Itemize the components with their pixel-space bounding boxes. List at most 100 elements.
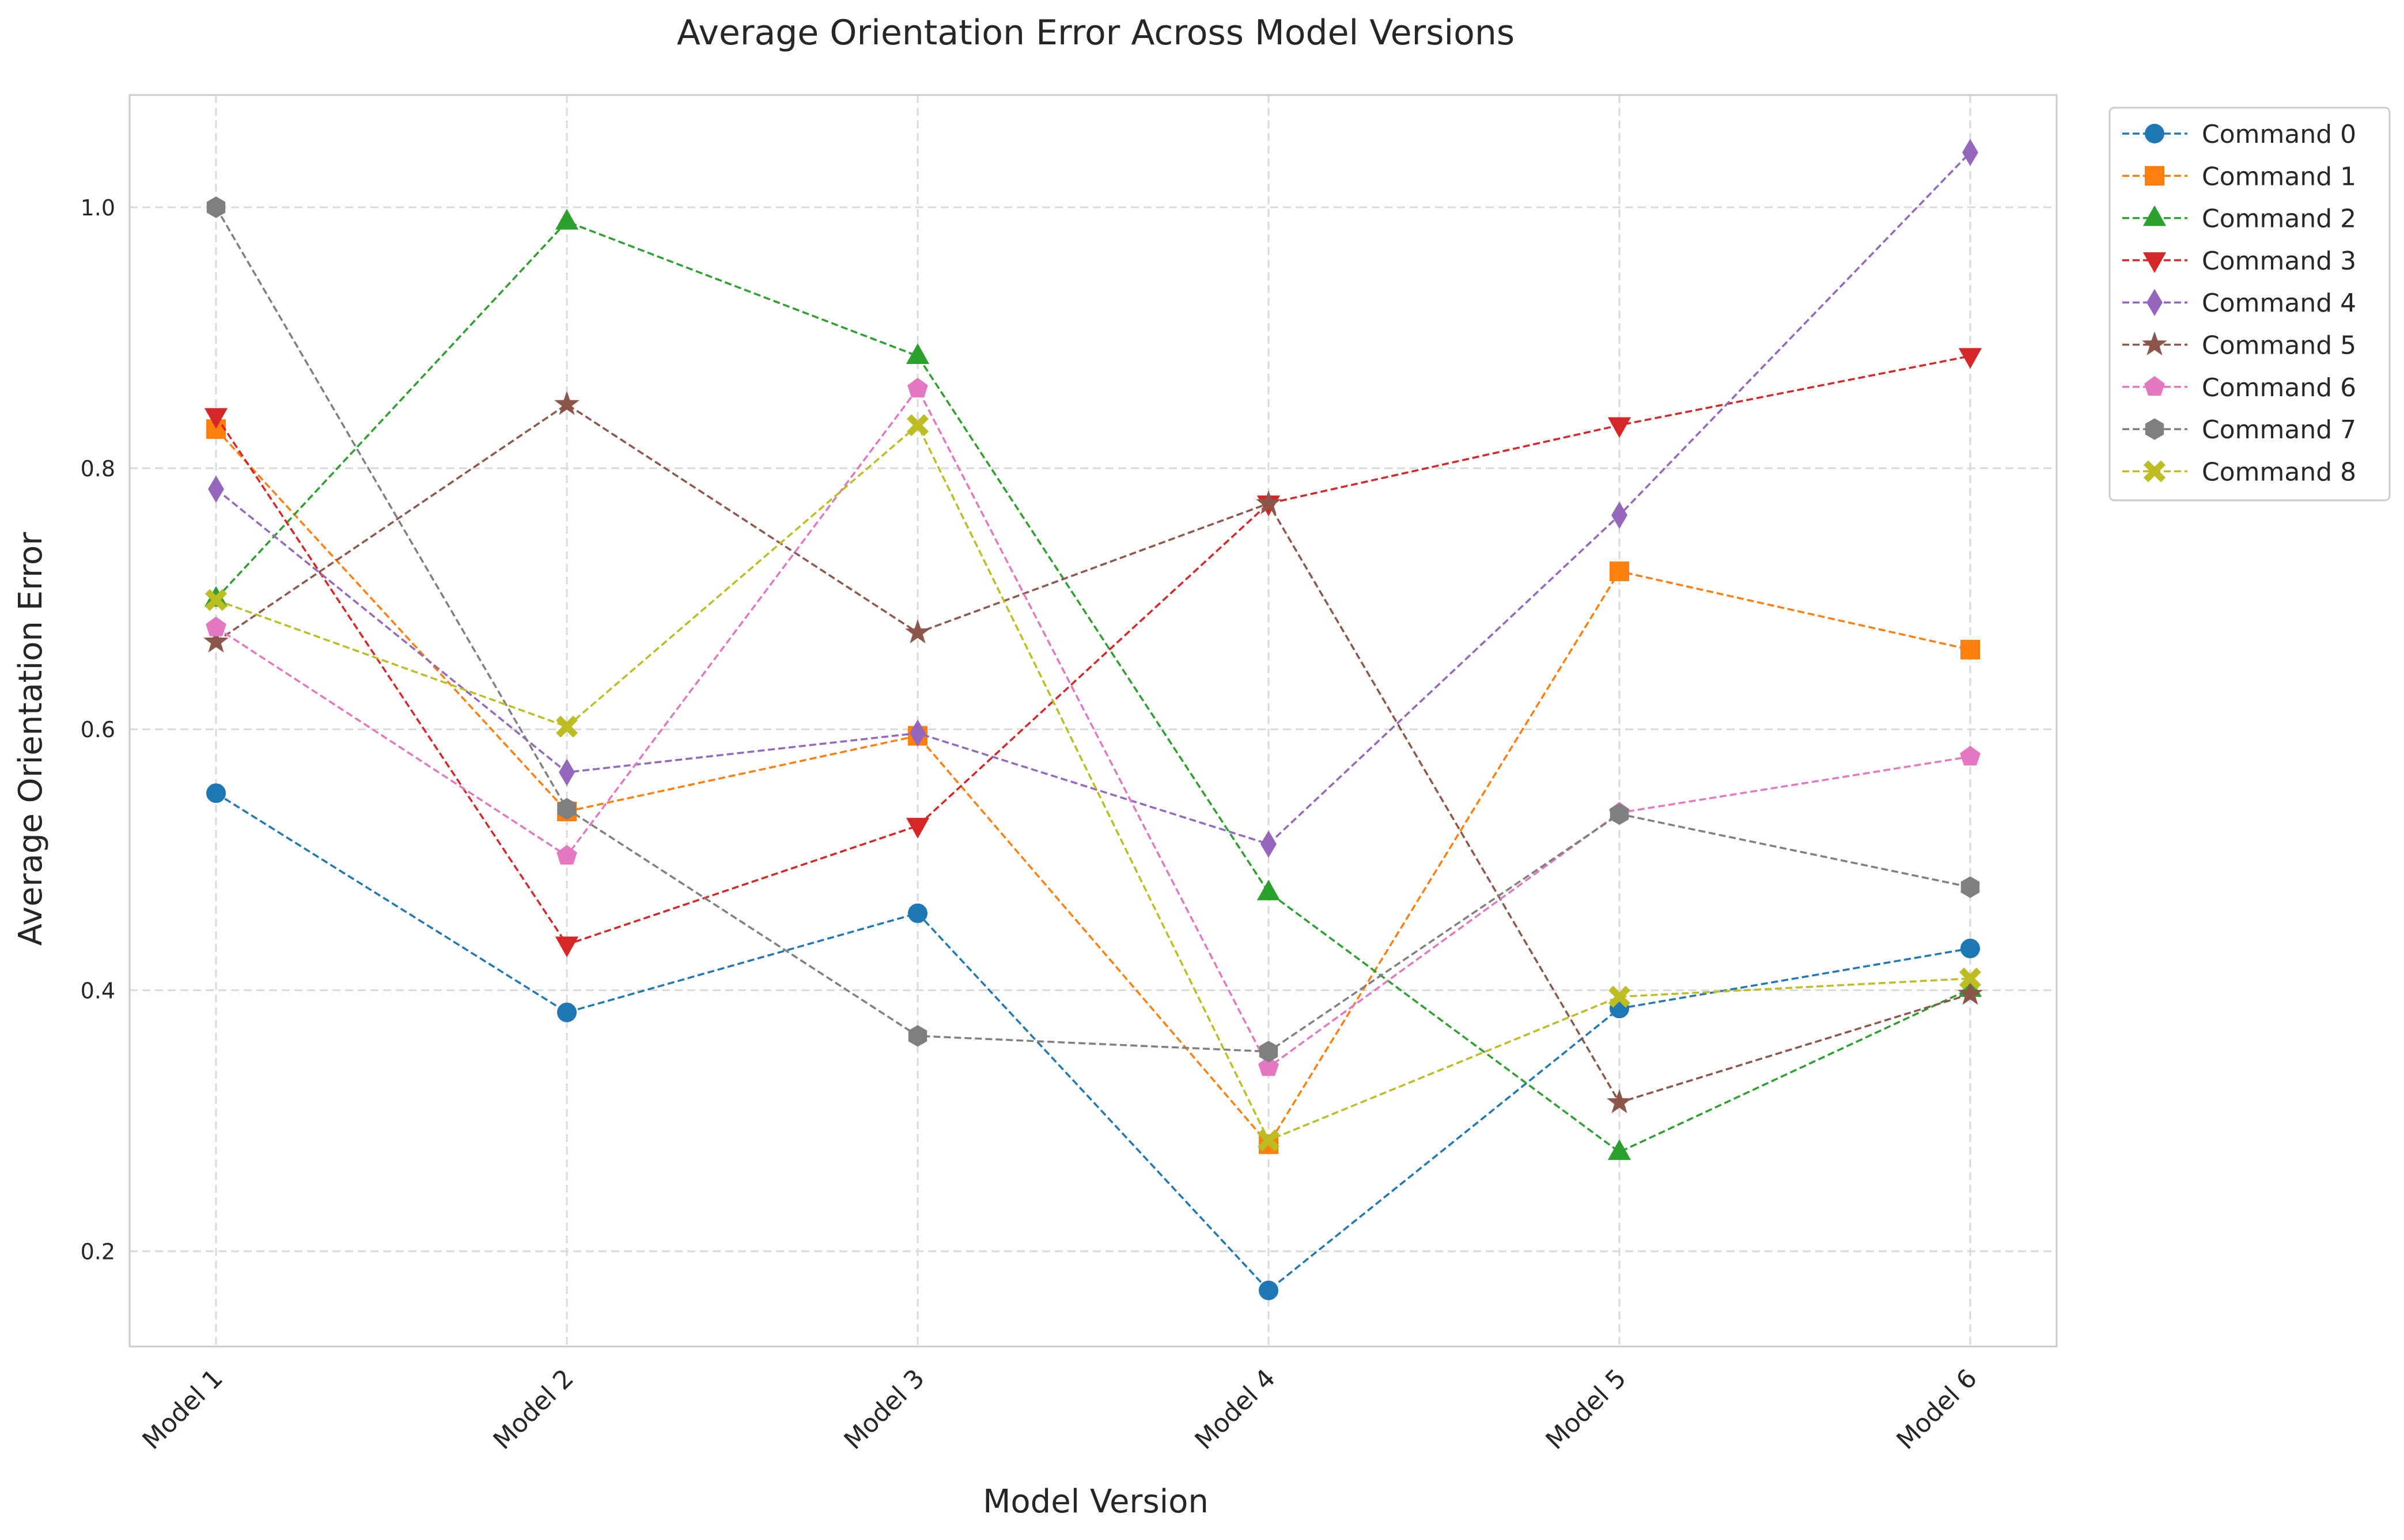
series-line — [215, 220, 1971, 1154]
data-point — [1258, 1056, 1279, 1076]
legend-item: Command 5 — [2122, 331, 2356, 361]
legend-item: Command 8 — [2122, 457, 2356, 487]
data-point — [204, 408, 228, 429]
legend-item: Command 0 — [2122, 120, 2356, 149]
data-point — [1958, 348, 1982, 369]
data-point — [905, 619, 930, 644]
series-line — [215, 792, 1971, 1292]
legend: Command 0 Command 1 Command 2 Command 3 Comm… — [2108, 107, 2391, 502]
series-line — [215, 403, 1971, 1104]
data-point — [906, 343, 930, 364]
data-point — [557, 1002, 577, 1022]
data-point — [907, 377, 928, 398]
legend-item: Command 2 — [2122, 204, 2356, 234]
legend-item: Command 7 — [2122, 415, 2356, 445]
data-point — [206, 196, 226, 218]
x-axis-label: Model Version — [983, 1483, 1209, 1520]
legend-label: Command 4 — [2202, 289, 2356, 318]
legend-marker — [2142, 252, 2167, 273]
legend-item: Command 6 — [2122, 373, 2356, 403]
data-point — [1962, 139, 1978, 166]
series-line — [215, 428, 1971, 1146]
series-line — [215, 151, 1971, 845]
legend-marker — [2146, 289, 2163, 316]
series-line — [215, 207, 1971, 1053]
legend-label: Command 6 — [2202, 373, 2356, 403]
data-point — [1959, 967, 1982, 990]
legend-marker — [2145, 166, 2164, 186]
chart-title: Average Orientation Error Across Model V… — [677, 13, 1515, 53]
data-point — [1607, 1089, 1632, 1113]
legend-label: Command 7 — [2202, 415, 2356, 445]
series-7 — [206, 196, 1980, 1063]
data-point — [556, 845, 577, 865]
data-point — [1958, 981, 1983, 1005]
data-point — [1256, 490, 1281, 514]
data-point — [559, 758, 575, 786]
legend-label: Command 8 — [2202, 457, 2356, 487]
data-point — [906, 414, 929, 437]
legend-marker — [2142, 331, 2167, 356]
legend-marker — [2142, 205, 2167, 226]
data-point — [555, 936, 579, 958]
data-point — [555, 208, 579, 230]
plot-frame — [128, 94, 2058, 1348]
data-point — [910, 719, 926, 747]
data-point — [208, 475, 224, 503]
data-point — [1256, 879, 1281, 901]
data-point — [554, 390, 580, 415]
legend-label: Command 1 — [2202, 162, 2356, 191]
data-point — [1610, 562, 1629, 582]
legend-marker — [2145, 124, 2164, 143]
series-3 — [204, 348, 1982, 958]
data-point — [206, 783, 226, 803]
data-point — [1960, 745, 1981, 766]
data-point — [908, 1025, 927, 1047]
data-point — [1607, 417, 1631, 438]
series-5 — [203, 390, 1983, 1113]
legend-marker — [2144, 375, 2165, 396]
data-point — [1610, 803, 1629, 825]
series-line — [215, 423, 1971, 1142]
data-point — [908, 903, 927, 923]
legend-item: Command 4 — [2122, 289, 2356, 318]
legend-marker — [2145, 418, 2164, 440]
series-line — [215, 355, 1971, 946]
series-4 — [208, 139, 1978, 858]
series-line — [215, 386, 1971, 1069]
legend-item: Command 1 — [2122, 162, 2356, 191]
legend-label: Command 3 — [2202, 246, 2356, 276]
data-point — [1260, 830, 1277, 858]
data-point — [1259, 1041, 1278, 1063]
y-tick-label: 1.0 — [81, 195, 115, 221]
y-tick-label: 0.8 — [81, 456, 115, 481]
series-8 — [205, 414, 1982, 1152]
series-layer — [203, 139, 1983, 1300]
grid — [130, 95, 2057, 1346]
y-tick-label: 0.4 — [81, 978, 115, 1003]
data-point — [1960, 640, 1980, 660]
data-point — [1257, 1129, 1280, 1152]
y-tick-label: 0.6 — [81, 717, 115, 742]
data-point — [555, 715, 578, 738]
data-point — [906, 818, 930, 839]
data-point — [206, 616, 226, 636]
legend-item: Command 3 — [2122, 246, 2356, 276]
legend-marker — [2143, 460, 2166, 483]
data-point — [205, 589, 228, 611]
y-axis-label: Average Orientation Error — [12, 532, 50, 946]
data-point — [1259, 1280, 1278, 1300]
data-point — [1960, 938, 1980, 958]
legend-label: Command 2 — [2202, 204, 2356, 234]
data-point — [1611, 502, 1627, 529]
legend-label: Command 0 — [2202, 120, 2356, 149]
data-point — [1608, 985, 1631, 1008]
data-point — [557, 798, 577, 820]
y-tick-label: 0.2 — [81, 1239, 115, 1265]
data-point — [1960, 876, 1980, 898]
data-point — [1607, 1139, 1631, 1160]
legend-box — [2108, 107, 2391, 502]
